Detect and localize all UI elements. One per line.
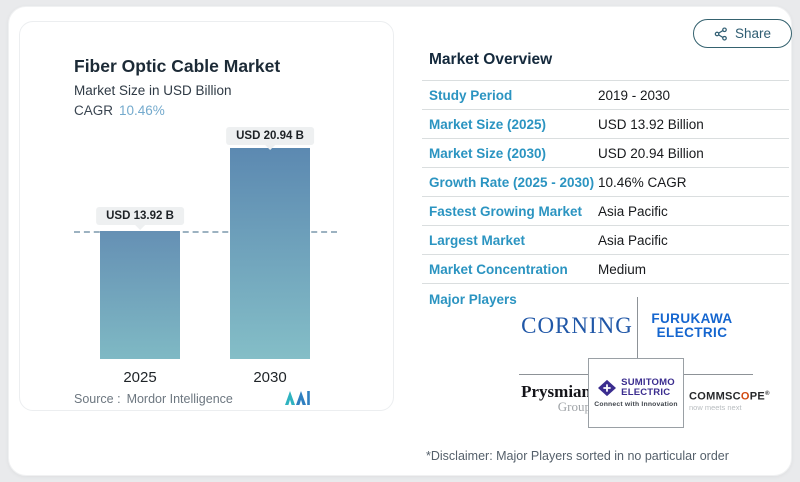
table-row: Market Concentration Medium bbox=[422, 255, 789, 284]
cagr-value: 10.46% bbox=[119, 103, 165, 118]
row-value: Asia Pacific bbox=[598, 232, 668, 248]
major-players-label: Major Players bbox=[429, 292, 517, 307]
row-label: Market Concentration bbox=[429, 261, 568, 277]
furukawa-electric-logo: FURUKAWA ELECTRIC bbox=[642, 312, 742, 340]
bar-2030 bbox=[230, 148, 310, 359]
chart-title: Fiber Optic Cable Market bbox=[74, 56, 281, 76]
furukawa-line1: FURUKAWA bbox=[651, 311, 733, 326]
row-value: 2019 - 2030 bbox=[598, 87, 671, 103]
chart-subtitle: Market Size in USD Billion bbox=[74, 83, 232, 98]
commscope-logo: COMMSCOPE® now meets next bbox=[689, 388, 773, 412]
table-row: Growth Rate (2025 - 2030) 10.46% CAGR bbox=[422, 168, 789, 197]
sumitomo-line1: SUMITOMO bbox=[621, 377, 675, 388]
bar-value-badge-2030: USD 20.94 B bbox=[226, 127, 314, 145]
commscope-o-swirl: O bbox=[740, 390, 750, 403]
row-value: USD 13.92 Billion bbox=[598, 116, 704, 132]
prysmian-line2: Group bbox=[557, 399, 591, 414]
row-value: 10.46% CAGR bbox=[598, 174, 687, 190]
commscope-tagline: now meets next bbox=[689, 402, 742, 412]
table-row: Study Period 2019 - 2030 bbox=[422, 81, 789, 110]
chart-cagr: CAGR 10.46% bbox=[74, 103, 165, 118]
row-label: Study Period bbox=[429, 87, 513, 103]
sumitomo-diamond-icon bbox=[598, 379, 617, 397]
overview-title: Market Overview bbox=[429, 51, 553, 68]
table-row: Largest Market Asia Pacific bbox=[422, 226, 789, 255]
x-axis-label-2025: 2025 bbox=[123, 369, 157, 386]
market-overview-table: Study Period 2019 - 2030 Market Size (20… bbox=[422, 80, 789, 284]
reference-dashline bbox=[74, 231, 337, 233]
mordor-intelligence-logo-icon bbox=[285, 391, 310, 405]
disclaimer-text: *Disclaimer: Major Players sorted in no … bbox=[426, 449, 729, 463]
source-label: Source : bbox=[74, 392, 121, 406]
share-icon bbox=[714, 26, 727, 41]
cagr-label: CAGR bbox=[74, 103, 114, 118]
furukawa-line2: ELECTRIC bbox=[656, 325, 728, 340]
table-row: Market Size (2025) USD 13.92 Billion bbox=[422, 110, 789, 139]
prysmian-line1: Prysmian bbox=[521, 382, 591, 401]
share-button[interactable]: Share bbox=[693, 19, 792, 48]
row-value: Medium bbox=[598, 261, 647, 277]
row-label: Fastest Growing Market bbox=[429, 203, 583, 219]
x-axis-label-2030: 2030 bbox=[253, 369, 287, 386]
players-divider-vertical bbox=[637, 297, 638, 359]
chart-card: Fiber Optic Cable Market Market Size in … bbox=[19, 21, 394, 411]
row-label: Largest Market bbox=[429, 232, 526, 248]
row-label: Growth Rate (2025 - 2030) bbox=[429, 174, 595, 190]
sumitomo-tagline: Connect with Innovation bbox=[594, 401, 678, 408]
sumitomo-line2: ELECTRIC bbox=[621, 387, 671, 398]
table-row: Market Size (2030) USD 20.94 Billion bbox=[422, 139, 789, 168]
commscope-wordmark: COMMSCOPE® bbox=[689, 390, 770, 403]
prysmian-group-logo: Prysmian Group bbox=[515, 383, 591, 413]
main-card: Fiber Optic Cable Market Market Size in … bbox=[8, 6, 792, 476]
bar-2025 bbox=[100, 231, 180, 359]
source-row: Source : Mordor Intelligence bbox=[74, 392, 233, 406]
bar-value-badge-2025: USD 13.92 B bbox=[96, 207, 184, 225]
row-label: Market Size (2030) bbox=[429, 145, 547, 161]
row-value: USD 20.94 Billion bbox=[598, 145, 704, 161]
sumitomo-electric-logo: SUMITOMO ELECTRIC Connect with Innovatio… bbox=[588, 358, 684, 428]
table-row: Fastest Growing Market Asia Pacific bbox=[422, 197, 789, 226]
source-value: Mordor Intelligence bbox=[126, 392, 233, 406]
row-label: Market Size (2025) bbox=[429, 116, 547, 132]
row-value: Asia Pacific bbox=[598, 203, 668, 219]
corning-logo: CORNING bbox=[521, 313, 633, 338]
share-label: Share bbox=[734, 26, 772, 41]
